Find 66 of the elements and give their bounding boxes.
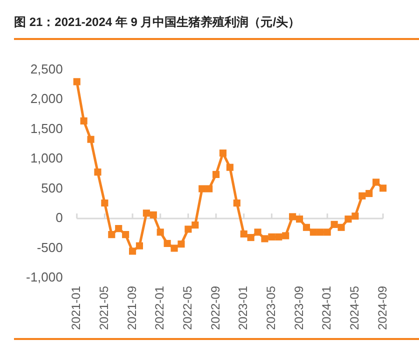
x-tick-label: 2023-01 xyxy=(236,286,250,330)
point xyxy=(206,185,213,192)
point xyxy=(310,228,317,236)
point xyxy=(289,213,296,220)
point xyxy=(128,248,136,255)
y-tick-label: -1,000 xyxy=(26,270,63,285)
point xyxy=(240,230,248,238)
point xyxy=(164,240,171,247)
x-tick-label: 2022-01 xyxy=(152,286,167,330)
point xyxy=(352,212,359,220)
point xyxy=(136,242,144,250)
x-tick-label: 2024-01 xyxy=(320,286,334,330)
point xyxy=(192,221,199,229)
point xyxy=(219,150,227,157)
x-tick-label: 2023-09 xyxy=(292,286,306,330)
point xyxy=(212,170,220,178)
point xyxy=(73,78,80,86)
x-tick-label: 2024-05 xyxy=(347,286,362,330)
point xyxy=(366,190,373,198)
point xyxy=(247,234,254,242)
point xyxy=(268,233,276,240)
point xyxy=(302,224,310,231)
point xyxy=(338,224,345,231)
point xyxy=(198,185,206,192)
point xyxy=(344,216,352,223)
point xyxy=(87,136,94,143)
x-tick-label: 2021-05 xyxy=(97,286,112,330)
point xyxy=(316,228,324,236)
point xyxy=(261,235,268,242)
x-tick-label: 2021-01 xyxy=(69,286,84,330)
point xyxy=(372,178,380,186)
y-tick-label: 500 xyxy=(41,180,63,196)
x-tick-label: 2024-09 xyxy=(375,286,390,330)
point xyxy=(150,211,157,218)
y-tick-label: 1,500 xyxy=(30,120,63,136)
y-tick-label: -500 xyxy=(36,240,63,255)
point xyxy=(178,240,185,248)
point xyxy=(156,228,164,236)
point xyxy=(226,164,234,171)
point xyxy=(101,199,108,207)
point xyxy=(282,232,290,240)
point xyxy=(233,199,240,207)
point xyxy=(115,225,122,232)
point xyxy=(80,117,88,124)
y-tick-label: 0 xyxy=(56,210,63,226)
point xyxy=(358,192,366,200)
point xyxy=(170,244,178,252)
y-tick-label: 2,000 xyxy=(30,91,63,106)
point xyxy=(142,210,150,217)
x-tick-label: 2022-05 xyxy=(180,286,194,330)
point xyxy=(296,216,304,223)
point xyxy=(275,233,282,240)
x-tick-label: 2022-09 xyxy=(208,286,222,330)
point xyxy=(94,168,102,176)
y-tick-label: 2,500 xyxy=(30,61,63,76)
point xyxy=(184,226,192,233)
chart-title: 图 21：2021-2024 年 9 月中国生猪养殖利润（元/头） xyxy=(13,14,302,31)
x-tick-label: 2021-09 xyxy=(124,286,139,330)
y-tick-label: 1,000 xyxy=(30,150,63,166)
point xyxy=(379,184,387,192)
point xyxy=(254,228,262,236)
point xyxy=(330,220,338,228)
point xyxy=(324,228,331,236)
x-tick-label: 2023-05 xyxy=(264,286,278,330)
point xyxy=(122,231,130,238)
point xyxy=(108,231,116,238)
